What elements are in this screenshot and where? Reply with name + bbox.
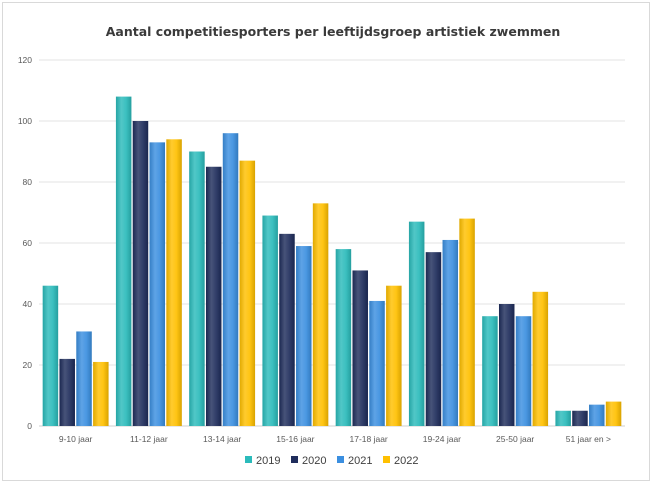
legend: 2019 2020 2021 2022 — [245, 455, 418, 467]
bar-2020-1 — [132, 121, 149, 426]
legend-label-2019: 2019 — [256, 455, 280, 467]
bars — [42, 96, 622, 427]
bar-2019-6 — [482, 316, 498, 426]
x-tick-label: 17-18 jaar — [349, 434, 387, 444]
bar-2021-7 — [589, 404, 605, 426]
legend-label-2021: 2021 — [348, 455, 372, 467]
bar-2020-5 — [425, 252, 442, 426]
bar-2019-0 — [42, 285, 59, 426]
bar-2022-2 — [239, 160, 256, 426]
x-axis-ticks: 9-10 jaar 11-12 jaar 13-14 jaar 15-16 jaar 1… — [59, 434, 611, 444]
legend-swatch-2020 — [291, 456, 298, 463]
bar-2021-1 — [149, 142, 166, 426]
x-tick-label: 11-12 jaar — [130, 434, 168, 444]
y-tick-label: 100 — [18, 116, 32, 126]
bar-2021-2 — [222, 133, 239, 426]
bar-2022-7 — [605, 401, 622, 426]
y-tick-label: 120 — [18, 55, 32, 65]
y-tick-label: 40 — [23, 299, 33, 309]
bar-2020-7 — [572, 410, 588, 426]
bar-2021-5 — [442, 239, 459, 426]
y-tick-label: 80 — [23, 177, 33, 187]
bar-2020-2 — [205, 166, 222, 426]
bar-2022-0 — [93, 361, 109, 426]
bar-2019-5 — [408, 221, 425, 426]
y-tick-label: 20 — [23, 360, 33, 370]
x-tick-label: 25-50 jaar — [496, 434, 534, 444]
chart-title: Aantal competitiesporters per leeftijdsg… — [106, 24, 561, 39]
bar-2019-3 — [262, 215, 278, 426]
bar-2022-4 — [386, 285, 402, 426]
legend-swatch-2021 — [337, 456, 344, 463]
legend-label-2022: 2022 — [394, 455, 418, 467]
bar-2020-6 — [498, 304, 515, 426]
legend-swatch-2019 — [245, 456, 252, 463]
bar-2022-1 — [166, 139, 182, 427]
bar-2019-4 — [335, 249, 352, 426]
bar-2019-2 — [189, 151, 205, 426]
y-tick-label: 0 — [27, 421, 32, 431]
bar-2020-3 — [279, 233, 295, 426]
bar-2022-5 — [459, 218, 475, 426]
bar-2022-6 — [532, 291, 549, 426]
bar-2019-7 — [555, 410, 571, 426]
bar-2020-4 — [352, 270, 368, 426]
bar-2021-3 — [296, 246, 312, 426]
y-axis-ticks: 0 20 40 60 80 100 120 — [18, 55, 32, 431]
x-tick-label: 9-10 jaar — [59, 434, 93, 444]
bar-2021-4 — [369, 300, 385, 426]
x-tick-label: 13-14 jaar — [203, 434, 241, 444]
bar-2021-6 — [515, 316, 532, 426]
legend-label-2020: 2020 — [302, 455, 326, 467]
x-tick-label: 19-24 jaar — [423, 434, 461, 444]
bar-2022-3 — [312, 203, 329, 426]
y-tick-label: 60 — [23, 238, 33, 248]
bar-2020-0 — [59, 358, 75, 426]
bar-2021-0 — [76, 331, 92, 426]
x-tick-label: 51 jaar en > — [566, 434, 611, 444]
x-tick-label: 15-16 jaar — [276, 434, 314, 444]
legend-swatch-2022 — [383, 456, 390, 463]
bar-2019-1 — [115, 96, 132, 426]
